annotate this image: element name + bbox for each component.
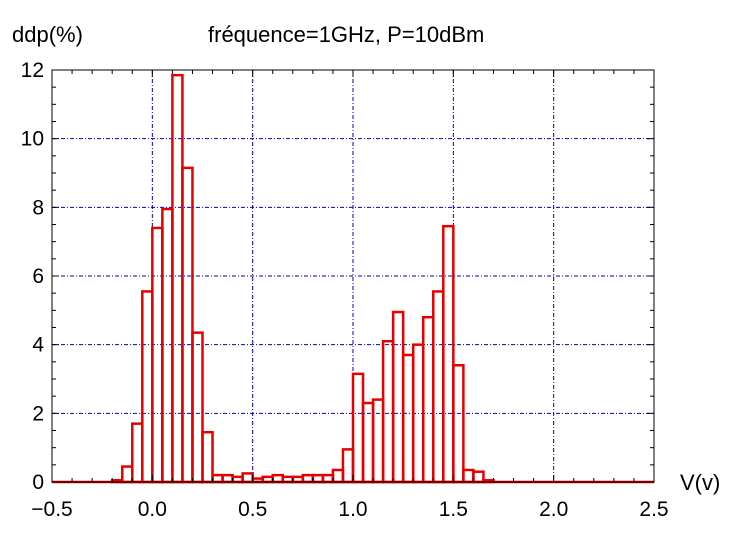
histogram-bar <box>462 468 475 484</box>
tick-labels: −0.5 0.0 0.5 1.0 1.5 2.0 2.5 0 2 4 6 8 10 12 <box>21 59 669 521</box>
x-tick-label: 0.0 <box>138 498 167 521</box>
histogram-bar <box>141 290 154 484</box>
x-tick-label: 0.5 <box>238 498 267 521</box>
x-tick-label: 2.5 <box>639 498 668 521</box>
x-tick-label: −0.5 <box>31 498 72 521</box>
histogram-bar <box>161 207 174 484</box>
histogram-bar <box>181 166 194 484</box>
y-tick-label: 0 <box>32 471 44 494</box>
histogram-bar <box>201 430 214 484</box>
histogram-bar <box>371 398 385 484</box>
y-axis-label: ddp(%) <box>12 22 83 47</box>
y-tick-label: 4 <box>32 334 44 357</box>
y-tick-label: 8 <box>32 196 44 219</box>
histogram-bar <box>191 331 204 484</box>
x-axis-label: V(v) <box>680 470 720 495</box>
x-tick-label: 2.0 <box>539 498 568 521</box>
x-tick-label: 1.0 <box>338 498 367 521</box>
y-tick-label: 6 <box>32 265 44 288</box>
histogram-bar <box>131 422 144 484</box>
histogram-bar <box>381 339 395 484</box>
histogram-bar <box>151 226 164 484</box>
x-tick-label: 1.5 <box>439 498 468 521</box>
histogram-bar <box>472 470 485 484</box>
y-tick-label: 12 <box>21 59 44 82</box>
chart-title: fréquence=1GHz, P=10dBm <box>208 22 484 47</box>
histogram-bar <box>452 364 465 484</box>
histogram-bar <box>361 401 375 484</box>
y-tick-label: 2 <box>32 402 44 425</box>
histogram-bar <box>442 224 455 484</box>
histogram-bar <box>351 372 365 484</box>
histogram-bar <box>120 465 134 484</box>
y-tick-label: 10 <box>21 128 44 151</box>
histogram-bar <box>391 310 405 484</box>
histogram-bar <box>421 315 435 484</box>
histogram-bar <box>171 73 184 484</box>
histogram-bar <box>341 448 355 484</box>
histogram-bar <box>241 472 254 484</box>
axis-ticks <box>51 69 655 483</box>
histogram-bar <box>331 468 345 484</box>
histogram-bar <box>432 290 445 484</box>
histogram-bar <box>401 353 415 484</box>
